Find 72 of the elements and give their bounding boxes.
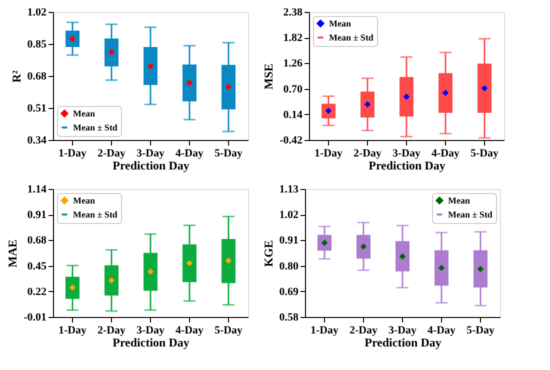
y-tick-label: 0.91	[279, 234, 298, 247]
x-tick-label: 2-Day	[349, 324, 378, 336]
y-axis-title: KGE	[261, 240, 276, 267]
y-tick-label: 0.68	[27, 70, 47, 82]
x-tick-label: 1-Day	[310, 324, 340, 336]
x-tick-label: 4-Day	[175, 324, 204, 336]
y-tick-label: 0.80	[279, 260, 299, 272]
legend-label: Mean	[73, 108, 95, 118]
legend-label: Mean	[73, 196, 95, 206]
point	[147, 63, 154, 70]
point	[481, 85, 488, 92]
y-tick-label: 0.70	[283, 83, 303, 96]
x-tick-label: 3-Day	[136, 324, 166, 336]
legend-label: Mean ± Std	[73, 210, 118, 220]
x-tick-label: 5-Day	[214, 148, 244, 160]
point	[438, 264, 445, 272]
y-tick-label: 1.82	[283, 32, 303, 44]
x-tick-label: 4-Day	[175, 148, 204, 160]
x-tick-label: 5-Day	[214, 324, 244, 336]
x-tick-label: 2-Day	[97, 148, 126, 160]
x-tick-label: 3-Day	[136, 148, 166, 160]
point	[225, 258, 232, 264]
x-axis-title: Prediction Day	[112, 336, 190, 350]
legend-label: Mean ± Std	[448, 210, 492, 220]
y-tick-label: -0.42	[280, 134, 303, 146]
point	[442, 90, 449, 96]
legend-label: Mean ± Std	[329, 32, 374, 42]
x-tick-label: 4-Day	[427, 324, 456, 336]
point	[399, 253, 406, 260]
y-tick-label: 2.38	[283, 6, 303, 18]
x-tick-label: 1-Day	[58, 324, 88, 336]
x-tick-label: 4-Day	[431, 148, 460, 160]
y-tick-label: 0.69	[279, 286, 299, 298]
legend-label: Mean	[448, 196, 470, 206]
y-tick-label: 1.14	[27, 184, 47, 196]
point	[108, 277, 115, 284]
y-axis-title: MAE	[6, 240, 20, 268]
y-tick-label: 0.85	[27, 38, 47, 50]
y-tick-label: 1.13	[279, 184, 299, 196]
x-axis-title: Prediction Day	[368, 158, 446, 172]
y-tick-label: 0.68	[27, 234, 47, 247]
point	[186, 260, 193, 266]
point	[403, 94, 410, 100]
x-tick-label: 1-Day	[314, 148, 344, 160]
point	[186, 80, 193, 86]
x-tick-label: 3-Day	[388, 324, 418, 336]
point	[147, 268, 154, 275]
y-tick-label: 0.51	[27, 102, 46, 114]
y-axis-title: MSE	[262, 63, 276, 90]
y-axis-title: R²	[9, 70, 24, 83]
x-tick-label: 2-Day	[353, 148, 382, 160]
y-tick-label: 1.26	[283, 58, 303, 70]
y-tick-label: 0.14	[283, 108, 303, 121]
x-axis-title: Prediction Day	[112, 158, 190, 172]
point	[225, 84, 232, 90]
x-tick-label: 2-Day	[97, 324, 126, 336]
y-tick-label: 1.02	[279, 209, 299, 222]
y-tick-label: 0.45	[27, 260, 47, 272]
legend-label: Mean	[329, 18, 351, 28]
x-tick-label: 1-Day	[58, 148, 88, 160]
y-tick-label: 0.22	[27, 286, 47, 298]
legend-label: Mean ± Std	[73, 122, 118, 132]
x-tick-label: 5-Day	[466, 324, 496, 336]
y-tick-label: -0.01	[24, 312, 46, 324]
y-tick-label: 0.58	[279, 312, 299, 324]
point	[477, 266, 484, 272]
x-tick-label: 3-Day	[392, 148, 422, 160]
x-axis-title: Prediction Day	[364, 336, 442, 350]
x-tick-label: 5-Day	[470, 148, 500, 160]
y-tick-label: 0.91	[27, 209, 46, 222]
y-tick-label: 0.34	[27, 134, 47, 146]
y-tick-label: 1.02	[27, 6, 47, 18]
